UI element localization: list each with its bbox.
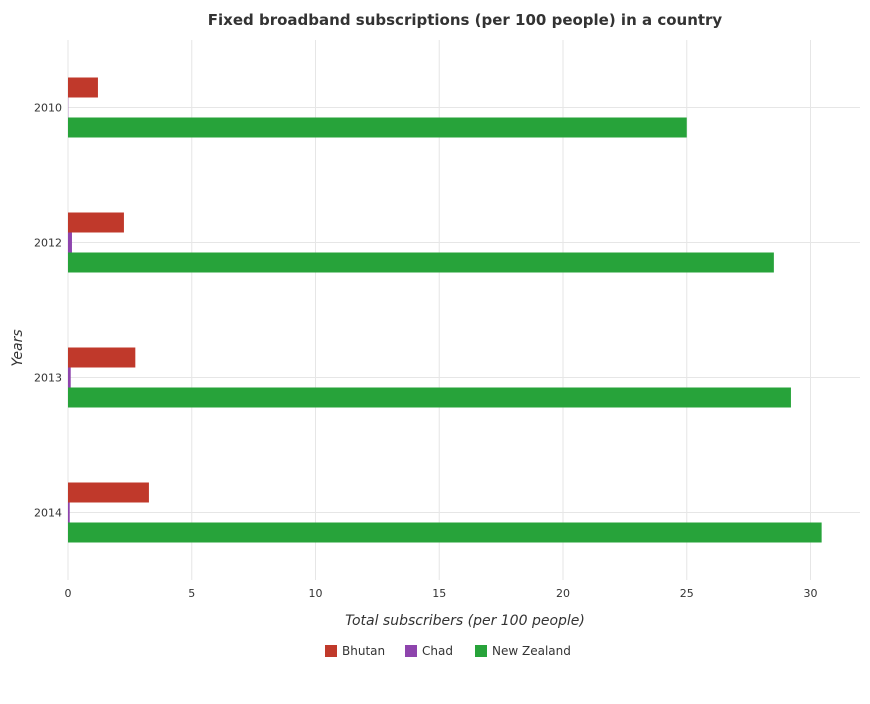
y-axis-ticks: 2010 2012 2013 2014 [34, 102, 62, 520]
bar-new-zealand-2013 [68, 388, 791, 408]
x-tick-label: 15 [432, 587, 446, 600]
x-axis-label: Total subscribers (per 100 people) [345, 613, 585, 629]
bar-new-zealand-2012 [68, 253, 774, 273]
y-tick-label: 2013 [34, 372, 62, 385]
legend: Bhutan Chad New Zealand [325, 644, 571, 658]
y-tick-label: 2010 [34, 102, 62, 115]
legend-label: New Zealand [492, 644, 571, 658]
bar-bhutan-2010 [68, 78, 98, 98]
legend-swatch-chad [405, 645, 417, 657]
chart-title: Fixed broadband subscriptions (per 100 p… [208, 11, 723, 29]
x-tick-label: 10 [309, 587, 323, 600]
x-tick-label: 25 [680, 587, 694, 600]
legend-swatch-bhutan [325, 645, 337, 657]
bar-new-zealand-2014 [68, 523, 822, 543]
bars [68, 78, 822, 543]
x-axis-ticks: 0 5 10 15 20 25 30 [65, 587, 818, 600]
legend-label: Chad [422, 644, 453, 658]
x-tick-label: 0 [65, 587, 72, 600]
bar-bhutan-2013 [68, 348, 135, 368]
x-tick-label: 5 [188, 587, 195, 600]
bar-new-zealand-2010 [68, 118, 687, 138]
y-axis-label: Years [10, 329, 26, 366]
x-tick-label: 30 [804, 587, 818, 600]
legend-label: Bhutan [342, 644, 385, 658]
y-tick-label: 2014 [34, 507, 62, 520]
bar-chad-2013 [68, 368, 71, 388]
bar-bhutan-2014 [68, 483, 149, 503]
legend-swatch-new-zealand [475, 645, 487, 657]
x-tick-label: 20 [556, 587, 570, 600]
y-tick-label: 2012 [34, 237, 62, 250]
bar-chad-2012 [68, 233, 72, 253]
bar-chad-2014 [68, 503, 70, 523]
bar-bhutan-2012 [68, 213, 124, 233]
